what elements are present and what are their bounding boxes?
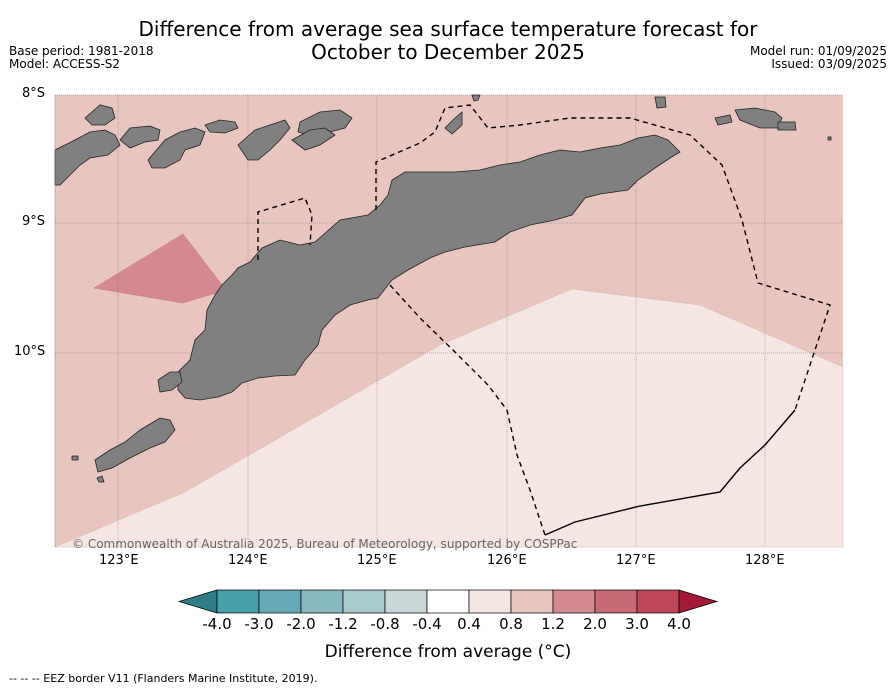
dot-island-2: [827, 136, 832, 141]
lat-label-10s: 10°S: [14, 344, 46, 359]
ocean-anomaly-0-4: [54, 288, 844, 548]
island-group-a: [147, 127, 206, 169]
colorbar-swatch: [216, 589, 260, 614]
colorbar-swatch: [594, 589, 638, 614]
colorbar-swatch: [468, 589, 512, 614]
lon-label-127e: 127°E: [616, 553, 656, 568]
lon-label-123e: 123°E: [99, 553, 139, 568]
map-title: Difference from average sea surface temp…: [0, 18, 896, 64]
colorbar-tick-label: -1.2: [328, 615, 358, 633]
alor-island: [54, 129, 121, 186]
lon-label-124e: 124°E: [228, 553, 268, 568]
colorbar-swatch: [342, 589, 386, 614]
lat-label-8s: 8°S: [22, 86, 46, 101]
title-line-1: Difference from average sea surface temp…: [138, 17, 758, 41]
colorbar-tick-label: -0.4: [412, 615, 442, 633]
colorbar-tick-labels: -4.0 -3.0 -2.0 -1.2 -0.8 -0.4 0.4 0.8 1.2 2.0 3.0 4…: [0, 615, 896, 635]
island-group-b: [204, 119, 239, 134]
eez-solid-south: [544, 409, 796, 536]
title-line-2: October to December 2025: [311, 40, 585, 64]
ndao-island: [96, 475, 105, 483]
eez-dashed-main: [375, 104, 831, 411]
damar-island: [654, 96, 667, 109]
colorbar-tick-label: 3.0: [625, 615, 649, 633]
model-info: Base period: 1981-2018 Model: ACCESS-S2: [9, 45, 154, 71]
colorbar-tick-label: 4.0: [667, 615, 691, 633]
run-info: Model run: 01/09/2025 Issued: 03/09/2025: [750, 45, 887, 71]
lembata-island: [119, 125, 161, 149]
small-island-north: [444, 111, 463, 135]
lon-label-128e: 128°E: [745, 553, 785, 568]
colorbar-tick-label: 1.2: [541, 615, 565, 633]
leti-island: [714, 114, 733, 126]
colorbar-tick-label: 2.0: [583, 615, 607, 633]
base-period: Base period: 1981-2018: [9, 44, 154, 58]
dot-island-1: [71, 455, 79, 461]
island-group-c: [237, 119, 291, 161]
eez-dashed-north: [257, 197, 313, 260]
wetar-west-island: [291, 127, 336, 151]
land: [54, 94, 832, 483]
colorbar-tick-label: 0.4: [457, 615, 481, 633]
colorbar-swatch: [300, 589, 344, 614]
colorbar-tick-label: 0.8: [499, 615, 523, 633]
colorbar-swatch: [426, 589, 470, 614]
alor-north-island: [297, 109, 353, 136]
colorbar-tick-label: -0.8: [370, 615, 400, 633]
lon-label-125e: 125°E: [357, 553, 397, 568]
copyright-notice: © Commonwealth of Australia 2025, Bureau…: [72, 537, 578, 551]
colorbar-tick-label: -3.0: [244, 615, 274, 633]
colorbar-title: Difference from average (°C): [324, 642, 572, 662]
atauro-island: [471, 94, 481, 102]
eez-dashed-south: [389, 284, 546, 536]
eez-border: [257, 104, 831, 536]
colorbar-tick-label: -4.0: [202, 615, 232, 633]
gridlines: [55, 94, 843, 547]
eez-footnote: -- -- -- EEZ border V11 (Flanders Marine…: [9, 672, 318, 685]
colorbar-swatch: [552, 589, 596, 614]
model-run: Model run: 01/09/2025: [749, 44, 887, 58]
colorbar-swatch: [510, 589, 554, 614]
semau-island: [157, 371, 183, 393]
colorbar-extend-high: [678, 589, 719, 614]
colorbar-swatch: [636, 589, 680, 614]
lakor-island: [777, 121, 797, 131]
colorbar: [177, 589, 719, 614]
model-name: Model: ACCESS-S2: [9, 57, 121, 71]
colorbar-swatch: [258, 589, 302, 614]
issued-date: Issued: 03/09/2025: [771, 57, 887, 71]
rote-island: [94, 417, 176, 473]
colorbar-extend-low: [177, 589, 218, 614]
colorbar-tick-label: -2.0: [286, 615, 316, 633]
colorbar-swatch: [384, 589, 428, 614]
timor-island: [177, 134, 681, 401]
pantar-island: [84, 104, 116, 126]
lat-label-9s: 9°S: [22, 214, 46, 229]
lon-label-126e: 126°E: [487, 553, 527, 568]
